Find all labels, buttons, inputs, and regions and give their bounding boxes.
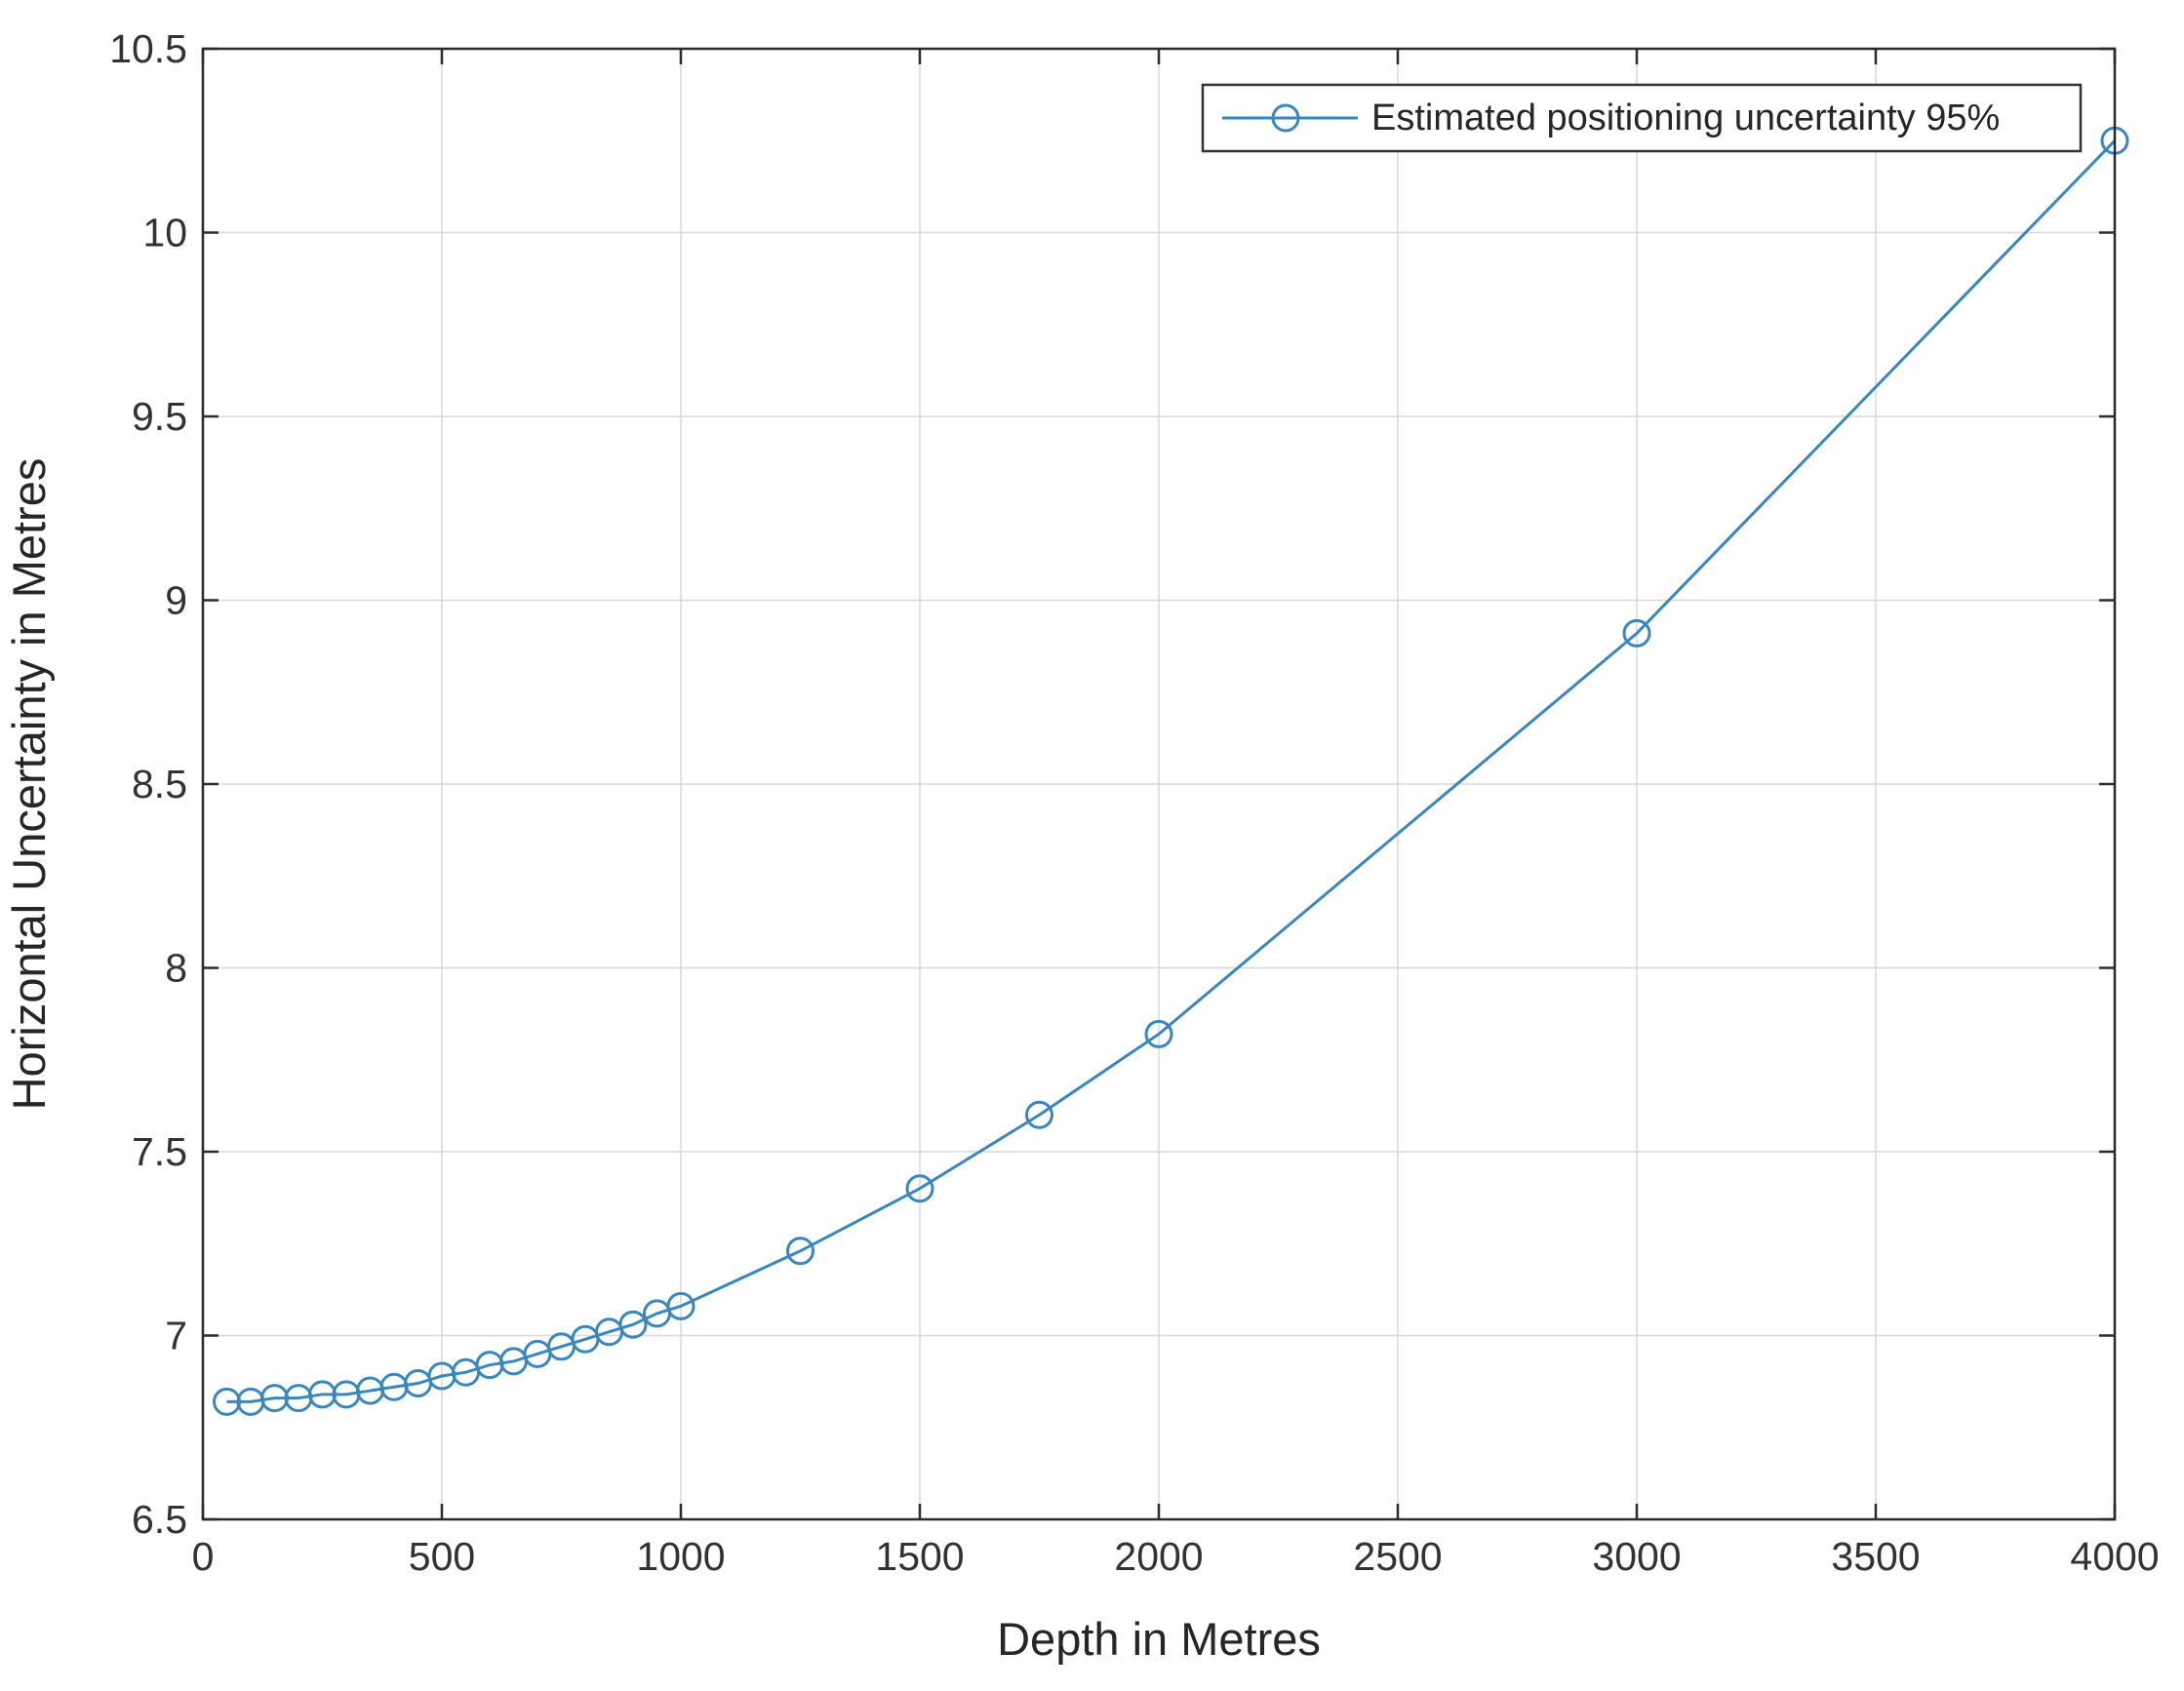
x-tick-label: 500: [409, 1534, 475, 1579]
x-tick-label: 4000: [2070, 1534, 2159, 1579]
legend-label: Estimated positioning uncertainty 95%: [1371, 98, 2000, 138]
y-tick-label: 10: [142, 211, 187, 256]
data-point-marker: [1025, 1100, 1053, 1129]
data-point-marker: [905, 1174, 934, 1203]
data-point-marker: [666, 1291, 695, 1320]
data-point-marker: [1144, 1019, 1173, 1048]
x-tick-label: 2000: [1114, 1534, 1203, 1579]
y-tick-label: 8: [165, 946, 187, 991]
data-point-marker: [618, 1310, 648, 1339]
x-tick-label: 1500: [875, 1534, 964, 1579]
y-tick-label: 7: [165, 1314, 187, 1358]
x-tick-labels: 0 500 1000 1500 2000 2500 3000 3500 4000: [192, 1534, 2160, 1579]
y-tick-label: 9.5: [132, 394, 187, 439]
data-series: [213, 126, 2129, 1416]
y-tick-labels: 6.5 7 7.5 8 8.5 9 9.5 10 10.5: [109, 26, 187, 1542]
x-axis-title: Depth in Metres: [997, 1613, 1321, 1665]
y-tick-label: 10.5: [109, 26, 187, 71]
x-tick-label: 3500: [1831, 1534, 1920, 1579]
x-tick-label: 0: [192, 1534, 215, 1579]
y-tick-label: 8.5: [132, 762, 187, 806]
legend-marker-icon: [1271, 103, 1300, 133]
legend: Estimated positioning uncertainty 95%: [1201, 83, 2083, 153]
axis-ticks: [201, 47, 2117, 1521]
y-tick-label: 7.5: [132, 1129, 187, 1174]
y-tick-label: 9: [165, 578, 187, 623]
x-tick-label: 3000: [1592, 1534, 1681, 1579]
x-tick-label: 1000: [636, 1534, 725, 1579]
y-axis-title: Horizontal Uncertainty in Metres: [3, 458, 55, 1111]
x-tick-label: 2500: [1353, 1534, 1442, 1579]
data-point-marker: [1622, 618, 1651, 648]
data-point-marker: [786, 1237, 814, 1266]
y-tick-label: 6.5: [132, 1497, 187, 1542]
